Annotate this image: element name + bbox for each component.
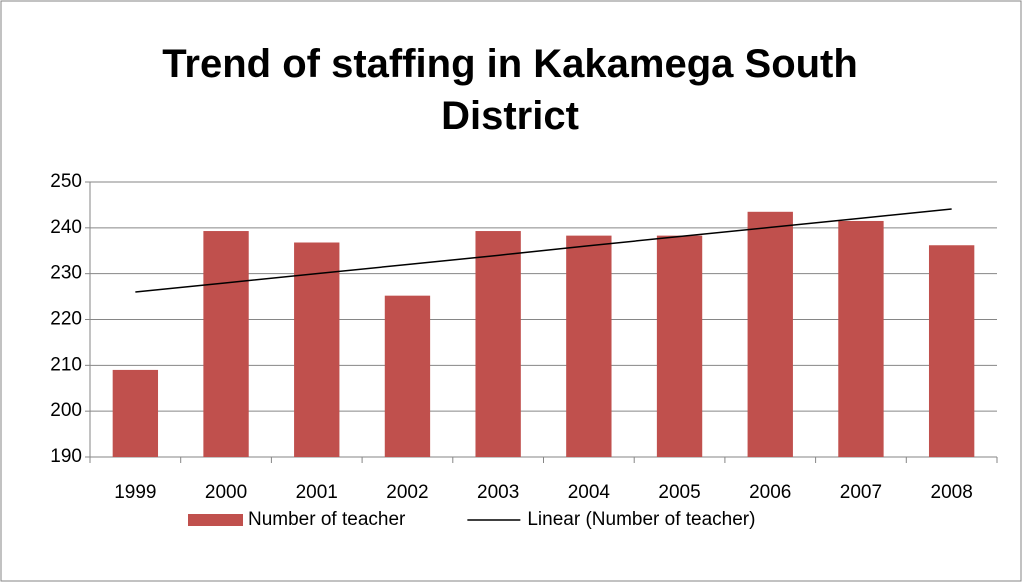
x-tick-label: 2008 (931, 482, 973, 503)
x-tick-label: 1999 (114, 482, 156, 503)
bar (112, 369, 159, 457)
chart-title: Trend of staffing in Kakamega South Dist… (162, 42, 858, 138)
bar (203, 231, 249, 457)
x-tick-label: 2004 (568, 482, 611, 503)
x-tick-label: 2000 (205, 482, 247, 503)
bar (384, 295, 431, 457)
x-tick-label: 2003 (477, 482, 519, 503)
x-tick-label: 2005 (658, 482, 700, 503)
bar (475, 231, 521, 457)
legend-label: Linear (Number of teacher) (527, 509, 755, 530)
y-tick-label: 240 (50, 217, 82, 238)
bar (566, 235, 612, 457)
y-tick-label: 230 (50, 263, 82, 284)
x-tick-label: 2007 (840, 482, 882, 503)
y-tick-label: 210 (50, 354, 82, 375)
bar (294, 242, 340, 457)
bar (838, 220, 884, 457)
y-tick-label: 250 (50, 171, 82, 192)
y-tick-label: 190 (50, 446, 82, 467)
x-tick-label: 2002 (386, 482, 428, 503)
legend-swatch (188, 514, 243, 526)
bar (928, 245, 975, 457)
x-tick-label: 2006 (749, 482, 791, 503)
legend-label: Number of teacher (248, 509, 406, 530)
bar (656, 235, 703, 457)
bar (747, 211, 793, 457)
trend-line (135, 208, 952, 293)
y-tick-label: 200 (50, 400, 82, 421)
x-tick-label: 2001 (296, 482, 338, 503)
y-tick-label: 220 (50, 309, 82, 330)
